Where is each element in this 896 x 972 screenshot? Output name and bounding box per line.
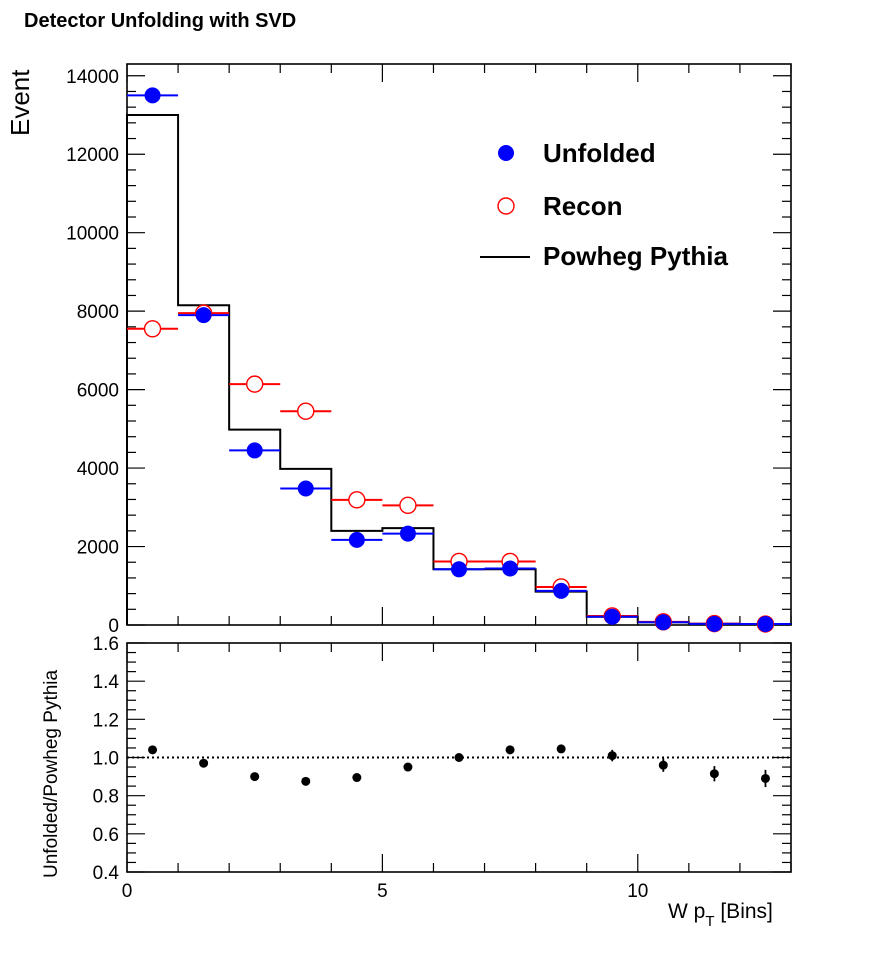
ratio-point: [760, 773, 770, 783]
ratio-point: [250, 772, 260, 782]
ratio-point: [352, 773, 362, 783]
unfolded-point: [757, 616, 774, 633]
top-y-tick-label: 0: [108, 616, 119, 637]
bottom-y-tick-label: 0.6: [93, 825, 119, 846]
top-y-tick-label: 10000: [66, 224, 119, 245]
recon-point: [245, 375, 264, 393]
legend-powheg-label: Powheg Pythia: [543, 241, 728, 271]
top-y-tick-label: 2000: [77, 538, 119, 559]
legend-unfolded-marker: [498, 145, 514, 161]
unfolded-point: [451, 561, 467, 578]
top-plot-frame: [126, 63, 792, 626]
recon-point: [297, 402, 315, 420]
bottom-panel: 0.4 0.6 0.8 1.0 1.2 1.4 1.6 0 5 10 Unfolded/Powh…: [41, 634, 792, 930]
top-panel: 0 2000 4000 6000 8000 10000 12000 14000 Event U…: [5, 63, 792, 637]
ratio-point: [148, 745, 158, 755]
unfolded-point: [502, 560, 519, 577]
unfolded-point: [246, 442, 263, 459]
ratio-point: [658, 760, 668, 770]
ratio-point: [454, 753, 464, 762]
recon-point: [399, 496, 417, 515]
ratio-point: [505, 745, 515, 755]
recon-point: [143, 320, 162, 338]
x-tick-label: 5: [377, 881, 388, 902]
chart-title: Detector Unfolding with SVD: [24, 10, 296, 32]
ratio-point: [556, 744, 566, 754]
top-y-tick-label: 14000: [66, 67, 119, 88]
ratio-point: [607, 751, 617, 761]
unfolded-point: [195, 307, 212, 324]
unfolded-point: [144, 87, 161, 104]
legend: Unfolded Recon Powheg Pythia: [480, 138, 728, 271]
bottom-y-tick-label: 1.2: [93, 710, 119, 731]
unfolded-point: [553, 582, 570, 599]
recon-point: [348, 491, 366, 509]
ratio-point: [199, 758, 209, 768]
x-tick-label: 0: [122, 881, 133, 902]
ratio-point: [709, 769, 719, 779]
legend-recon-marker: [497, 197, 515, 215]
unfolded-point: [706, 615, 723, 632]
x-tick-label: 10: [627, 881, 648, 902]
top-series: [126, 87, 792, 633]
legend-unfolded-label: Unfolded: [543, 138, 656, 168]
ratio-point: [301, 776, 311, 786]
top-y-tick-label: 8000: [77, 302, 119, 323]
top-y-tick-label: 12000: [66, 145, 119, 166]
unfolded-point: [655, 614, 672, 631]
bottom-y-tick-label: 1.4: [93, 672, 120, 693]
bottom-y-axis-label: Unfolded/Powheg Pythia: [41, 669, 62, 878]
bottom-y-tick-label: 0.4: [93, 863, 120, 884]
top-y-tick-label: 4000: [77, 459, 119, 480]
bottom-y-tick-label: 1.6: [93, 634, 119, 655]
unfolded-point: [348, 531, 365, 548]
bottom-y-tick-label: 1.0: [93, 749, 119, 770]
unfolded-point: [297, 480, 314, 497]
ratio-series: [148, 744, 770, 788]
top-y-axis: 0 2000 4000 6000 8000 10000 12000 14000: [66, 67, 791, 637]
top-y-axis-label: Event: [5, 69, 35, 136]
ratio-point: [403, 762, 413, 772]
legend-recon-label: Recon: [543, 191, 622, 221]
x-axis-label: W pT [Bins]: [668, 900, 773, 930]
unfolded-point: [399, 525, 416, 542]
top-y-tick-label: 6000: [77, 381, 119, 402]
powheg-pythia-histogram: [126, 114, 792, 626]
bottom-y-axis: 0.4 0.6 0.8 1.0 1.2 1.4 1.6: [93, 634, 791, 884]
unfolded-point: [604, 608, 621, 625]
bottom-x-axis: 0 5 10: [122, 643, 792, 902]
top-x-axis: [126, 64, 792, 625]
bottom-y-tick-label: 0.8: [93, 787, 119, 808]
